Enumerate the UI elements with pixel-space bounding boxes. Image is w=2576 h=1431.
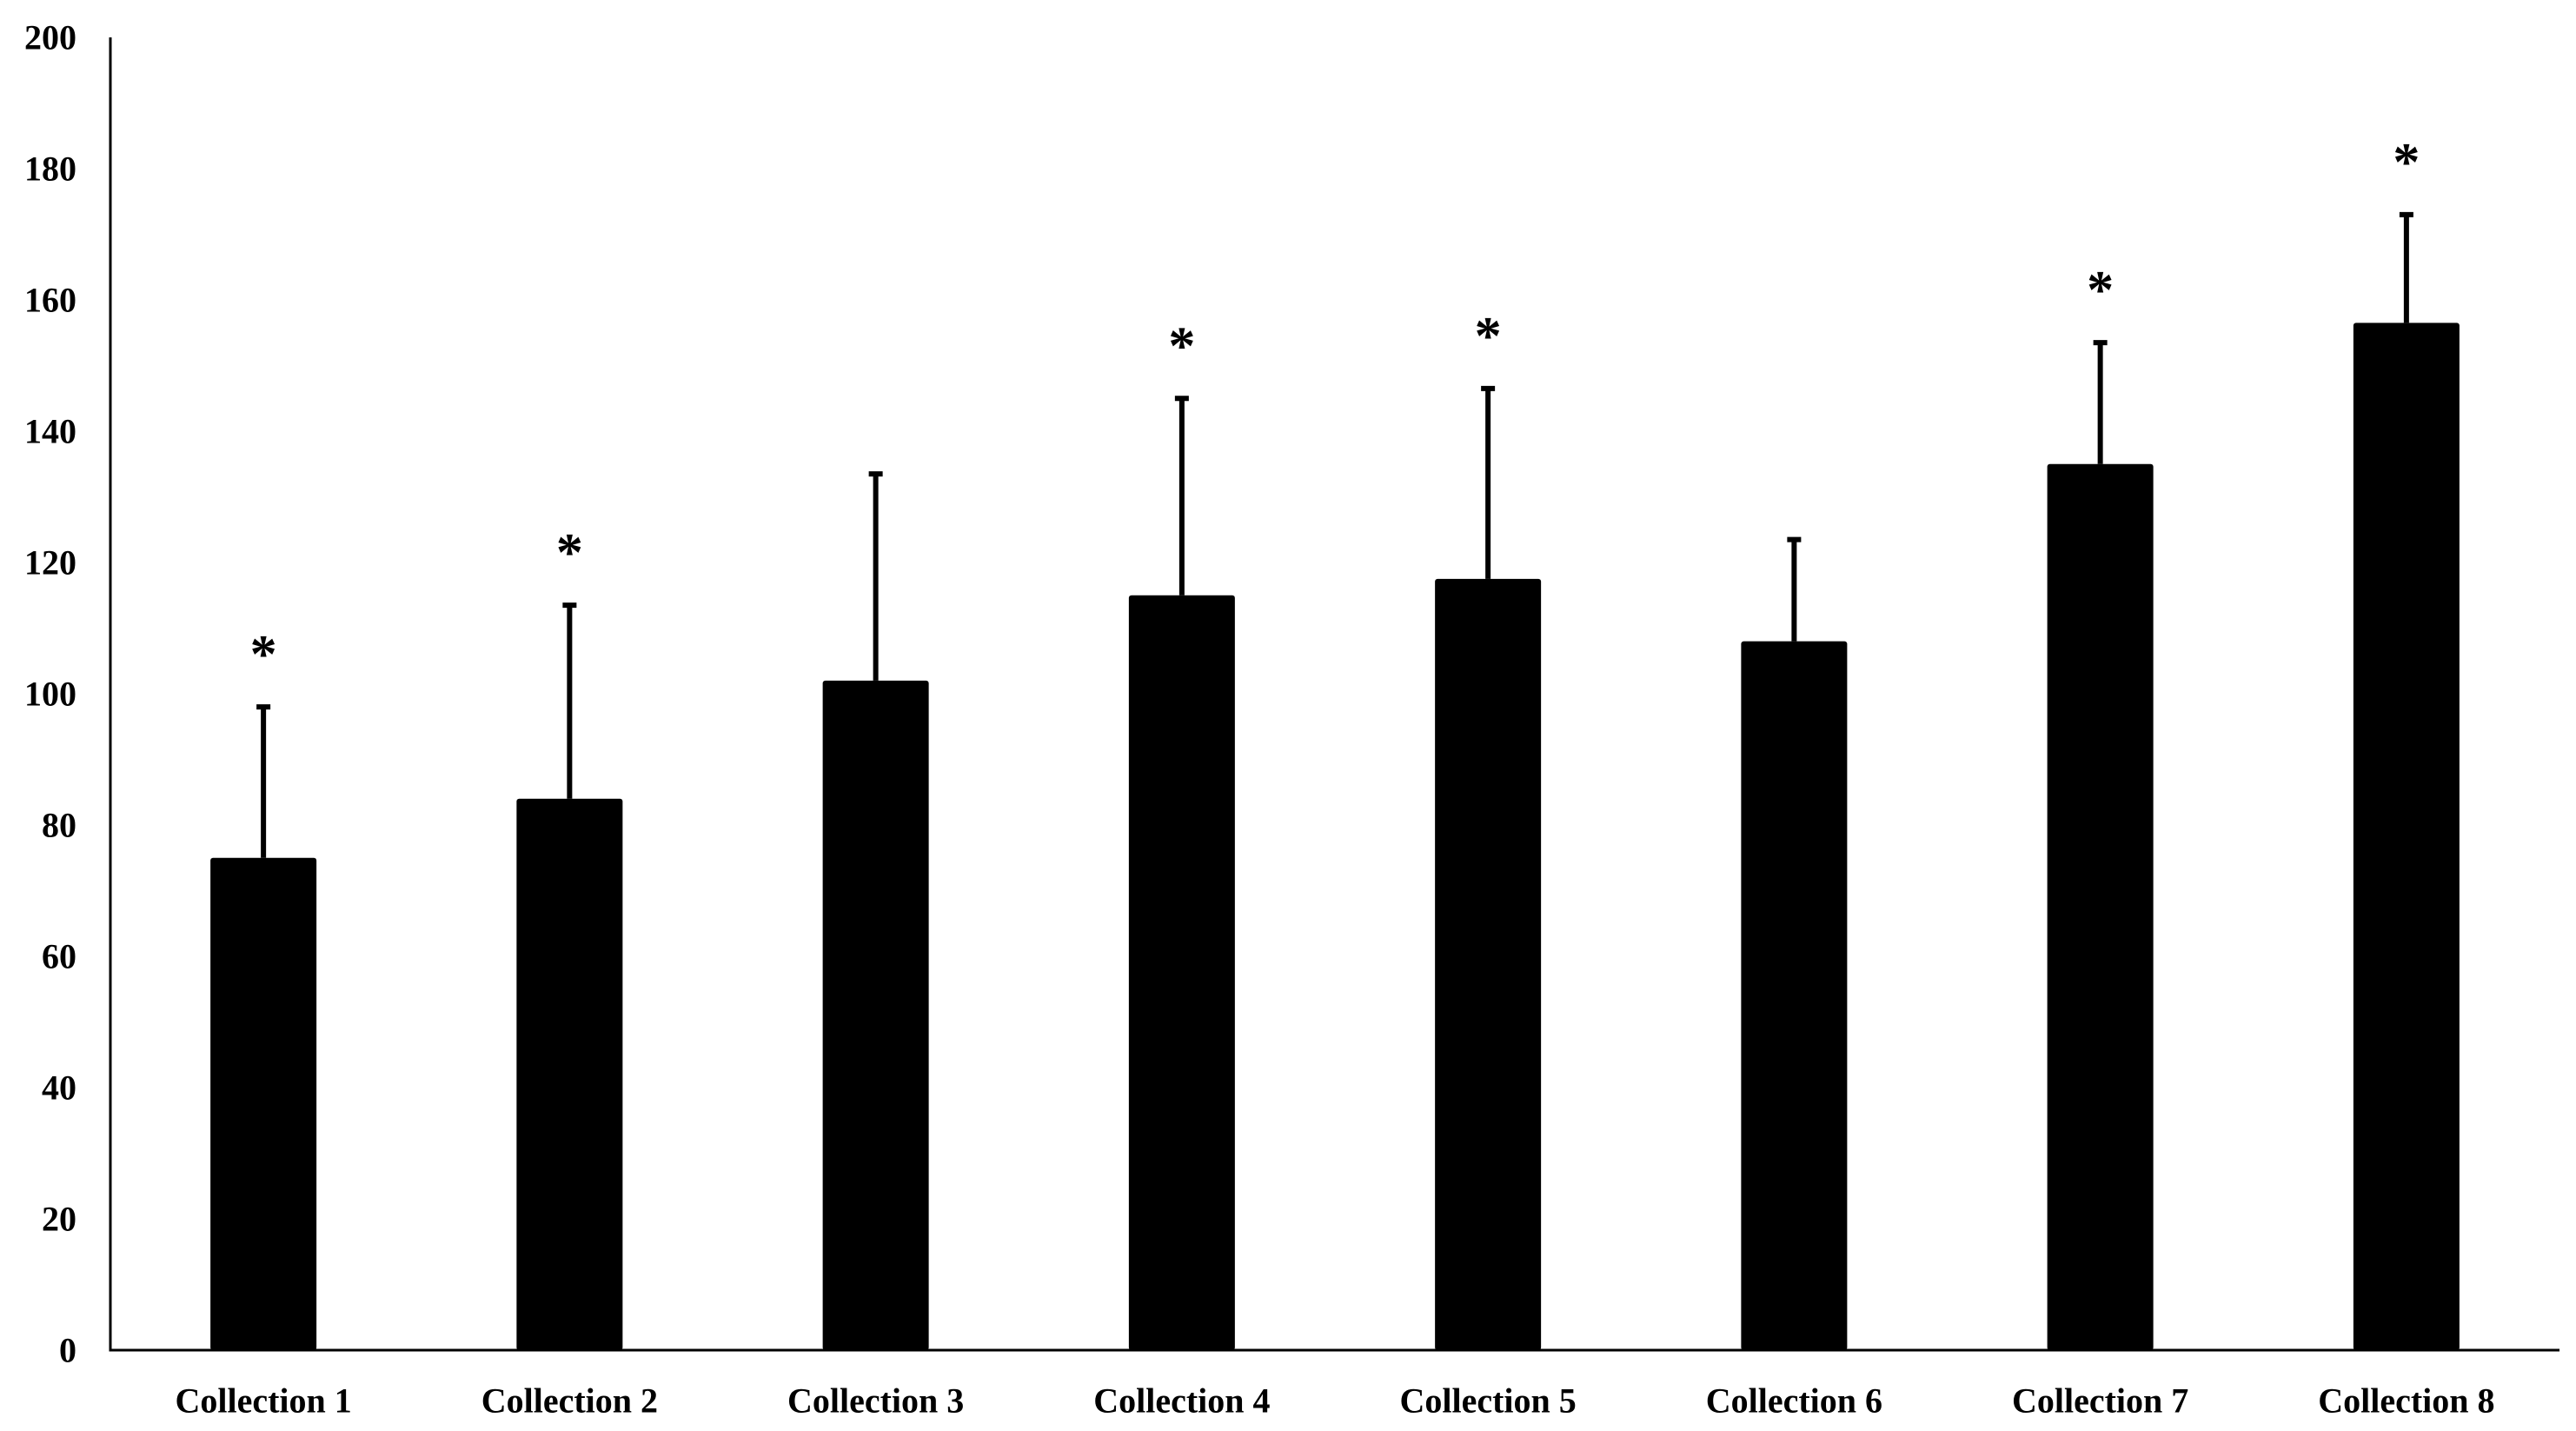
significance-marker: * [556, 523, 583, 582]
significance-marker: * [1168, 316, 1195, 376]
x-category-label: Collection 5 [1399, 1381, 1576, 1421]
error-bars [256, 211, 2413, 858]
significance-marker: * [1475, 307, 1502, 366]
significance-marker: * [2087, 261, 2114, 320]
bar [2047, 463, 2154, 1350]
bars [210, 323, 2460, 1350]
bar [822, 680, 929, 1350]
y-tick-label: 60 [42, 937, 76, 976]
significance-marker: * [250, 625, 277, 684]
x-category-label: Collection 2 [481, 1381, 658, 1421]
x-category-label: Collection 1 [175, 1381, 351, 1421]
y-tick-label: 40 [42, 1068, 76, 1108]
y-tick-label: 140 [24, 412, 76, 451]
x-category-label: Collection 6 [1706, 1381, 1882, 1421]
y-tick-label: 20 [42, 1200, 76, 1239]
y-tick-label: 100 [24, 675, 76, 714]
y-tick-label: 80 [42, 806, 76, 845]
y-axis-ticks: 0 20 40 60 80 100 120 140 160 180 200 [24, 18, 76, 1370]
y-tick-label: 120 [24, 543, 76, 582]
x-category-label: Collection 4 [1093, 1381, 1270, 1421]
bar [1128, 595, 1235, 1350]
y-tick-label: 0 [59, 1331, 76, 1370]
significance-marker: * [2393, 133, 2420, 192]
x-axis-labels: Collection 1 Collection 2 Collection 3 Coll… [175, 1381, 2494, 1421]
bar [1435, 578, 1542, 1350]
bar [516, 798, 623, 1350]
x-category-label: Collection 3 [787, 1381, 964, 1421]
significance-markers: * * * * * * [250, 133, 2420, 684]
y-tick-label: 160 [24, 281, 76, 320]
y-tick-label: 200 [24, 18, 76, 57]
x-category-label: Collection 7 [2012, 1381, 2188, 1421]
y-tick-label: 180 [24, 150, 76, 189]
bar [210, 857, 317, 1350]
x-category-label: Collection 8 [2318, 1381, 2494, 1421]
bar [2353, 323, 2460, 1350]
bar [1741, 641, 1848, 1350]
